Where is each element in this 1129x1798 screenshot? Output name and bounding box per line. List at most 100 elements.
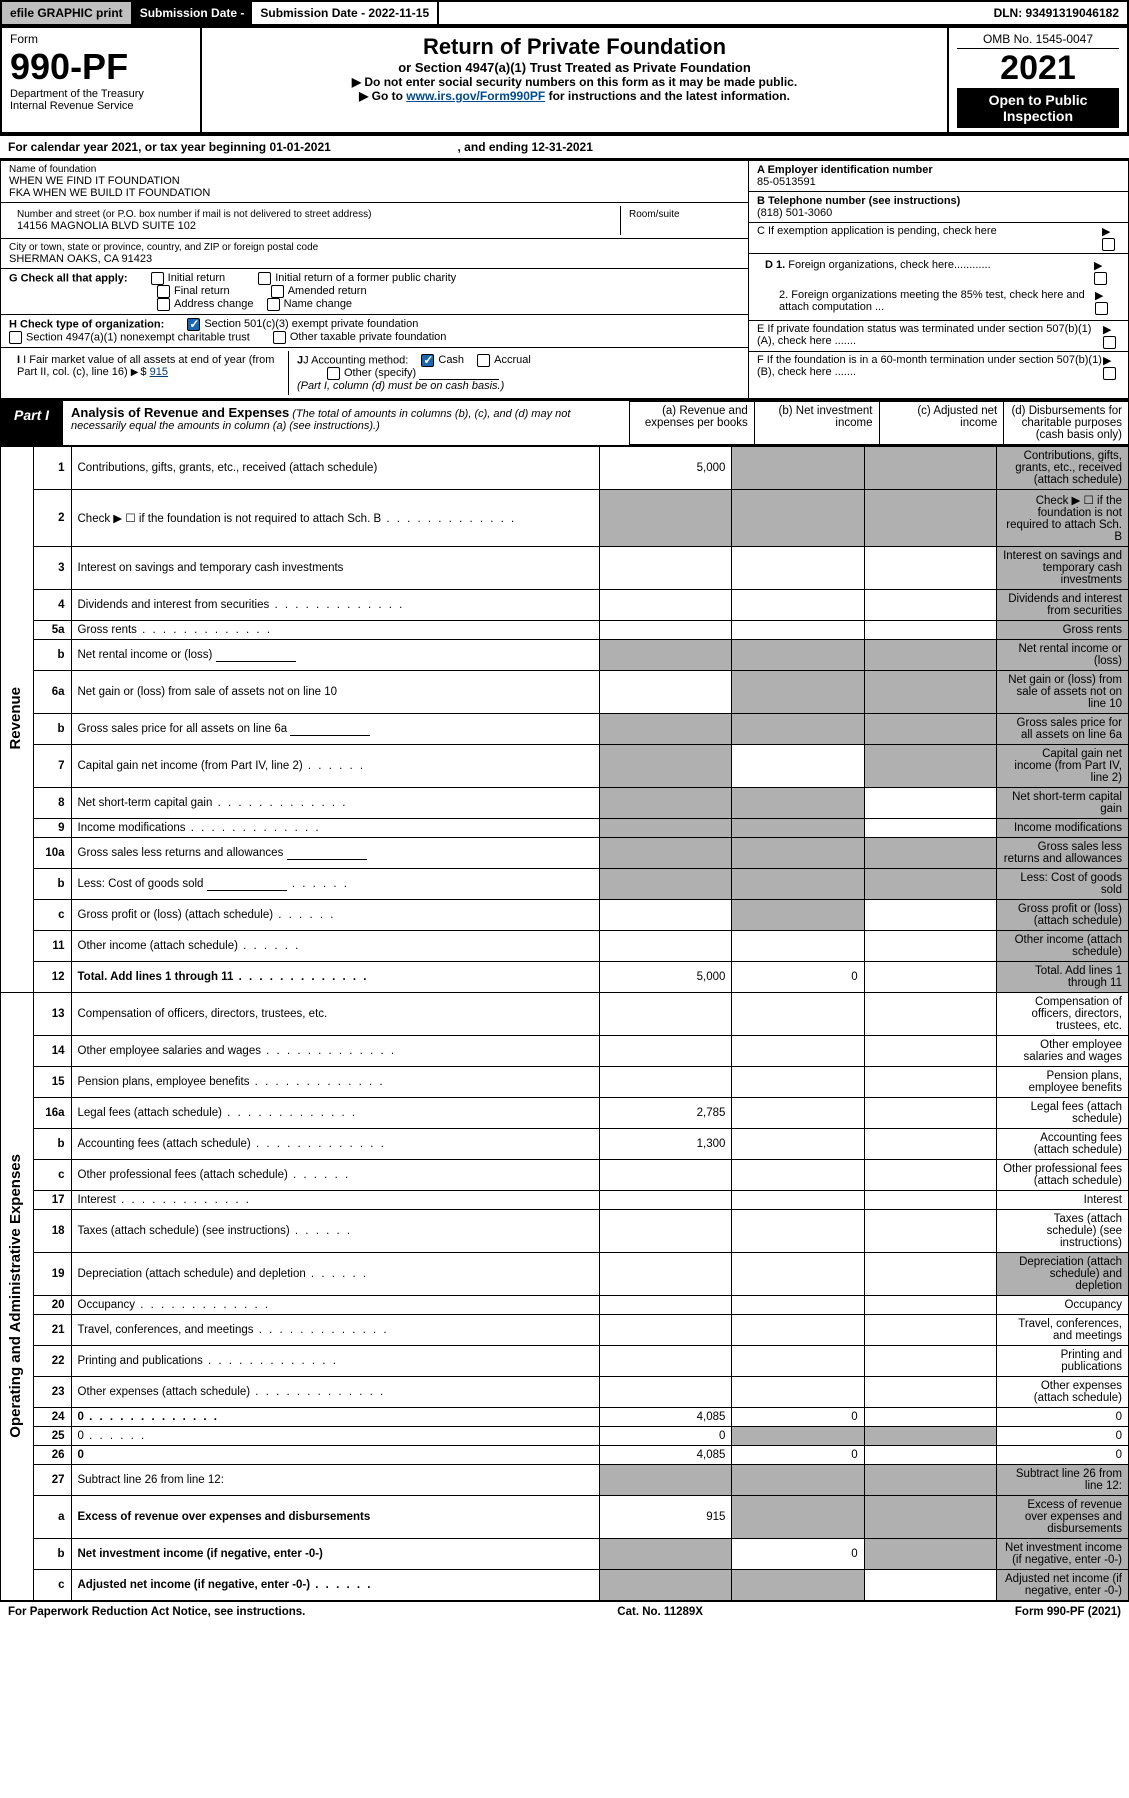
grid-row: 12Total. Add lines 1 through 115,0000Tot… [1, 962, 1129, 993]
part1-label: Part I [0, 401, 63, 445]
irs: Internal Revenue Service [10, 100, 192, 112]
chk-cash[interactable] [421, 354, 434, 367]
city-label: City or town, state or province, country… [9, 242, 740, 253]
section-ij: I I Fair market value of all assets at e… [1, 348, 748, 398]
section-h: H Check type of organization: Section 50… [1, 315, 748, 348]
form-subtitle: or Section 4947(a)(1) Trust Treated as P… [210, 60, 939, 75]
part1-header: Part I Analysis of Revenue and Expenses … [0, 399, 1129, 446]
grid-row: 23Other expenses (attach schedule)Other … [1, 1377, 1129, 1408]
open-public: Open to Public Inspection [957, 88, 1119, 128]
efile-print-button[interactable]: efile GRAPHIC print [2, 2, 132, 24]
chk-initial-former[interactable] [258, 272, 271, 285]
chk-other-taxable[interactable] [273, 331, 286, 344]
chk-addr-change[interactable] [157, 298, 170, 311]
calendar-year-row: For calendar year 2021, or tax year begi… [0, 134, 1129, 160]
chk-initial-return[interactable] [151, 272, 164, 285]
tax-year: 2021 [957, 49, 1119, 88]
header-bar: efile GRAPHIC print Submission Date - Su… [0, 0, 1129, 26]
form-word: Form [10, 32, 192, 46]
grid-row: 25000 [1, 1427, 1129, 1446]
revenue-side-label: Revenue [7, 683, 27, 754]
submission-date-label: Submission Date - [132, 2, 253, 24]
grid-row: 4Dividends and interest from securitiesD… [1, 590, 1129, 621]
f-label: F If the foundation is in a 60-month ter… [757, 354, 1103, 380]
grid-row: 15Pension plans, employee benefitsPensio… [1, 1067, 1129, 1098]
grid-row: bNet rental income or (loss) Net rental … [1, 640, 1129, 671]
room-label: Room/suite [629, 209, 732, 220]
instr-1: ▶ Do not enter social security numbers o… [210, 75, 939, 89]
dln: DLN: 93491319046182 [986, 2, 1127, 24]
grid-row: 3Interest on savings and temporary cash … [1, 547, 1129, 590]
instr-2: ▶ Go to www.irs.gov/Form990PF for instru… [210, 89, 939, 103]
ein-label: A Employer identification number [757, 164, 933, 176]
ein: 85-0513591 [757, 176, 816, 188]
chk-4947[interactable] [9, 331, 22, 344]
chk-501c3[interactable] [187, 318, 200, 331]
col-a-header: (a) Revenue and expenses per books [630, 402, 755, 445]
irs-link[interactable]: www.irs.gov/Form990PF [406, 89, 545, 103]
submission-date: Submission Date - 2022-11-15 [252, 2, 439, 24]
grid-row: 17InterestInterest [1, 1191, 1129, 1210]
grid-row: Revenue1Contributions, gifts, grants, et… [1, 447, 1129, 490]
grid-row: 2404,08500 [1, 1408, 1129, 1427]
chk-d2[interactable] [1095, 302, 1108, 315]
addr-label: Number and street (or P.O. box number if… [17, 209, 612, 220]
grid-row: 21Travel, conferences, and meetingsTrave… [1, 1315, 1129, 1346]
name-label: Name of foundation [9, 164, 740, 175]
chk-final-return[interactable] [157, 285, 170, 298]
grid-row: cAdjusted net income (if negative, enter… [1, 1570, 1129, 1601]
form-header-table: Form 990-PF Department of the Treasury I… [0, 26, 1129, 134]
part1-grid: Revenue1Contributions, gifts, grants, et… [0, 446, 1129, 1601]
dept: Department of the Treasury [10, 88, 192, 100]
form-title: Return of Private Foundation [210, 34, 939, 60]
chk-e[interactable] [1103, 336, 1116, 349]
footer-right: Form 990-PF (2021) [1015, 1606, 1121, 1618]
chk-f[interactable] [1103, 367, 1116, 380]
grid-row: 5aGross rentsGross rents [1, 621, 1129, 640]
other-method-input[interactable] [419, 367, 499, 380]
grid-row: 6aNet gain or (loss) from sale of assets… [1, 671, 1129, 714]
chk-c[interactable] [1102, 238, 1115, 251]
chk-amended[interactable] [271, 285, 284, 298]
section-g: G Check all that apply: Initial return I… [1, 269, 748, 315]
grid-row: 2604,08500 [1, 1446, 1129, 1465]
form-number: 990-PF [10, 46, 192, 88]
grid-row: bLess: Cost of goods sold Less: Cost of … [1, 869, 1129, 900]
foundation-name-2: FKA WHEN WE BUILD IT FOUNDATION [9, 187, 740, 199]
grid-row: bNet investment income (if negative, ent… [1, 1539, 1129, 1570]
city: SHERMAN OAKS, CA 91423 [9, 253, 740, 265]
grid-row: 11Other income (attach schedule)Other in… [1, 931, 1129, 962]
entity-block: Name of foundation WHEN WE FIND IT FOUND… [0, 160, 1129, 399]
grid-row: bAccounting fees (attach schedule)1,300A… [1, 1129, 1129, 1160]
grid-row: aExcess of revenue over expenses and dis… [1, 1496, 1129, 1539]
chk-d1[interactable] [1094, 272, 1107, 285]
col-b-header: (b) Net investment income [754, 402, 879, 445]
chk-name-change[interactable] [267, 298, 280, 311]
fmv-value: 915 [150, 366, 168, 378]
footer-mid: Cat. No. 11289X [617, 1606, 703, 1618]
omb-number: OMB No. 1545-0047 [957, 32, 1119, 49]
grid-row: 7Capital gain net income (from Part IV, … [1, 745, 1129, 788]
chk-accrual[interactable] [477, 354, 490, 367]
col-c-header: (c) Adjusted net income [879, 402, 1004, 445]
grid-row: 27Subtract line 26 from line 12:Subtract… [1, 1465, 1129, 1496]
expenses-side-label: Operating and Administrative Expenses [7, 1150, 27, 1442]
grid-row: cOther professional fees (attach schedul… [1, 1160, 1129, 1191]
grid-row: 16aLegal fees (attach schedule)2,785Lega… [1, 1098, 1129, 1129]
grid-row: bGross sales price for all assets on lin… [1, 714, 1129, 745]
grid-row: Operating and Administrative Expenses13C… [1, 993, 1129, 1036]
grid-row: 10aGross sales less returns and allowanc… [1, 838, 1129, 869]
grid-row: 20OccupancyOccupancy [1, 1296, 1129, 1315]
grid-row: cGross profit or (loss) (attach schedule… [1, 900, 1129, 931]
grid-row: 8Net short-term capital gainNet short-te… [1, 788, 1129, 819]
footer-left: For Paperwork Reduction Act Notice, see … [8, 1606, 305, 1618]
tel-label: B Telephone number (see instructions) [757, 195, 960, 207]
grid-row: 18Taxes (attach schedule) (see instructi… [1, 1210, 1129, 1253]
grid-row: 14Other employee salaries and wagesOther… [1, 1036, 1129, 1067]
grid-row: 9Income modificationsIncome modification… [1, 819, 1129, 838]
chk-other-method[interactable] [327, 367, 340, 380]
page-footer: For Paperwork Reduction Act Notice, see … [0, 1601, 1129, 1622]
grid-row: 19Depreciation (attach schedule) and dep… [1, 1253, 1129, 1296]
telephone: (818) 501-3060 [757, 207, 832, 219]
grid-row: 2Check ▶ ☐ if the foundation is not requ… [1, 490, 1129, 547]
